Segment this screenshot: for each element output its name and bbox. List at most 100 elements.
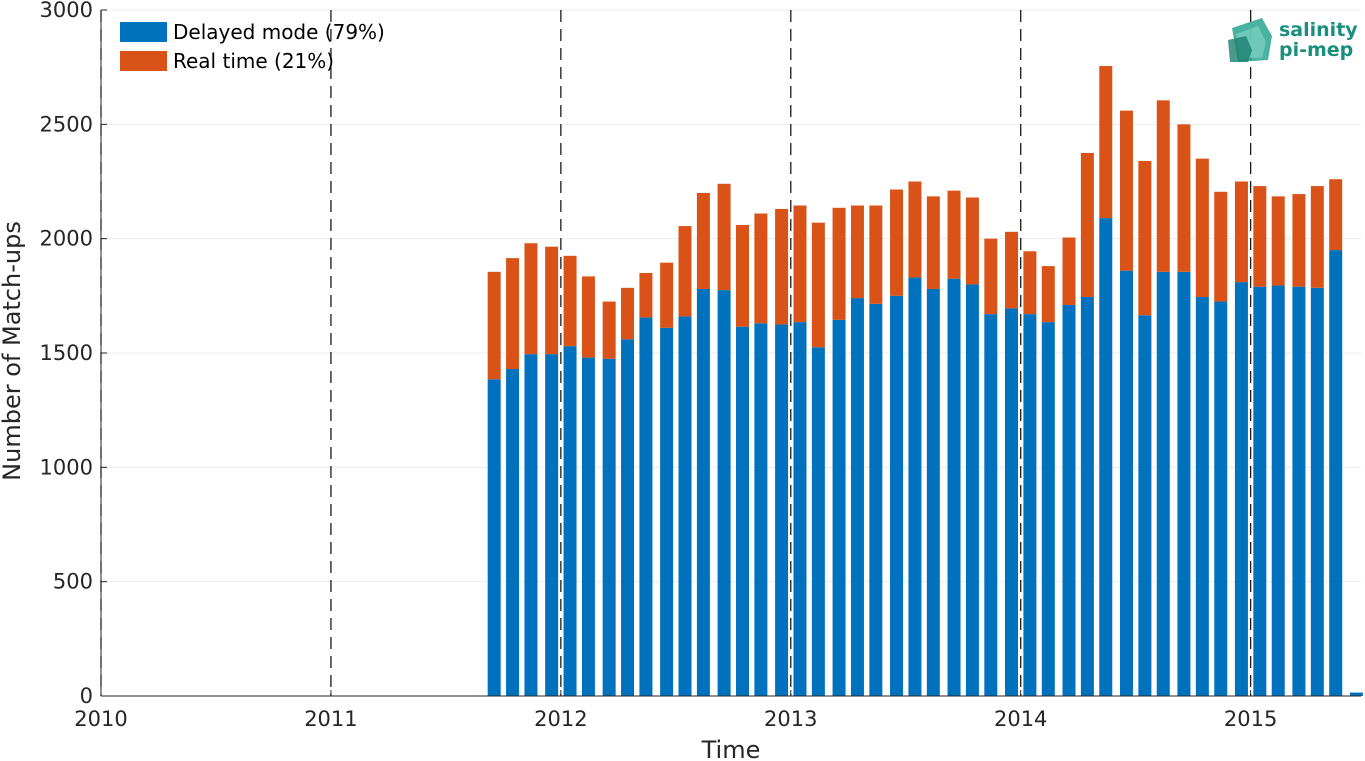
y-tick-label-1: 500 xyxy=(53,570,93,594)
bar-realtime-2013-05 xyxy=(869,205,883,304)
bar-delayed-2014-08 xyxy=(1156,271,1170,696)
bar-delayed-2012-08 xyxy=(696,288,710,696)
bar-realtime-2013-02 xyxy=(811,222,825,348)
bar-realtime-2014-12 xyxy=(1234,181,1248,283)
x-tick-label-2: 2012 xyxy=(534,707,587,731)
x-tick-label-3: 2013 xyxy=(764,707,817,731)
bar-delayed-2014-11 xyxy=(1214,301,1228,696)
axes xyxy=(100,9,1361,697)
bar-realtime-2012-08 xyxy=(696,192,710,289)
bar-realtime-2014-06 xyxy=(1119,110,1133,271)
x-tick-label-4: 2014 xyxy=(994,707,1047,731)
bar-delayed-2015-03 xyxy=(1292,286,1306,696)
bar-realtime-2014-04 xyxy=(1080,152,1094,297)
bar-delayed-2013-03 xyxy=(832,319,846,696)
bar-delayed-2011-11 xyxy=(524,354,538,696)
bar-realtime-2012-06 xyxy=(660,262,674,328)
bar-delayed-2014-03 xyxy=(1062,304,1076,696)
x-tick-label-0: 2010 xyxy=(74,707,127,731)
bar-delayed-2012-09 xyxy=(717,290,731,696)
bar-realtime-2014-09 xyxy=(1177,124,1191,272)
y-tick-labels: 0 500 1000 1500 2000 2500 3000 xyxy=(40,0,93,708)
y-tick-label-6: 3000 xyxy=(40,0,93,22)
bar-realtime-2013-03 xyxy=(832,207,846,320)
bar-realtime-2013-12 xyxy=(1005,231,1019,309)
legend-swatch-delayed-mode xyxy=(120,22,167,42)
bar-realtime-2013-10 xyxy=(965,197,979,285)
bar-delayed-2012-01 xyxy=(563,346,577,696)
bar-realtime-2012-09 xyxy=(717,183,731,291)
bar-realtime-2012-10 xyxy=(735,224,749,327)
y-tick-label-2: 1000 xyxy=(40,455,93,479)
x-axis-label: Time xyxy=(701,736,761,761)
bar-delayed-2012-11 xyxy=(754,323,768,696)
bar-delayed-2014-04 xyxy=(1080,296,1094,696)
bar-realtime-2014-02 xyxy=(1041,266,1055,323)
bar-delayed-2011-12 xyxy=(545,354,559,696)
bar-delayed-2011-10 xyxy=(506,369,520,696)
bar-delayed-2015-06 xyxy=(1349,692,1363,696)
bar-realtime-2013-07 xyxy=(908,181,922,278)
x-tick-label-5: 2015 xyxy=(1224,707,1277,731)
bar-delayed-2013-10 xyxy=(965,284,979,696)
bar-realtime-2014-01 xyxy=(1023,251,1037,315)
bar-realtime-2012-02 xyxy=(581,276,595,358)
bar-realtime-2012-01 xyxy=(563,255,577,347)
bar-realtime-2015-02 xyxy=(1271,196,1285,286)
bar-realtime-2012-11 xyxy=(754,213,768,324)
bar-realtime-2013-06 xyxy=(890,189,904,296)
bar-delayed-2013-04 xyxy=(850,298,864,696)
bar-realtime-2015-04 xyxy=(1310,186,1324,288)
x-tick-labels: 2010 2011 2012 2013 2014 2015 xyxy=(74,707,1277,731)
bar-delayed-2013-06 xyxy=(890,295,904,696)
bar-delayed-2013-05 xyxy=(869,303,883,696)
bar-realtime-2012-05 xyxy=(639,272,653,318)
bar-realtime-2012-12 xyxy=(775,208,789,325)
bar-realtime-2015-05 xyxy=(1329,179,1343,251)
bar-realtime-2012-03 xyxy=(602,301,616,359)
bar-delayed-2012-05 xyxy=(639,317,653,696)
bar-delayed-2013-02 xyxy=(811,347,825,696)
legend-label-real-time: Real time (21%) xyxy=(173,49,334,73)
y-tick-label-3: 1500 xyxy=(40,341,93,365)
bar-delayed-2014-06 xyxy=(1119,270,1133,696)
x-tick-label-1: 2011 xyxy=(304,707,357,731)
bar-delayed-2015-05 xyxy=(1329,250,1343,696)
bar-realtime-2015-01 xyxy=(1253,186,1267,287)
bar-delayed-2013-07 xyxy=(908,277,922,696)
bar-realtime-2013-08 xyxy=(926,196,940,289)
bar-realtime-2012-07 xyxy=(678,226,692,317)
y-tick-label-0: 0 xyxy=(80,684,93,708)
bars xyxy=(487,66,1363,696)
bar-realtime-2015-03 xyxy=(1292,194,1306,287)
bar-delayed-2014-09 xyxy=(1177,271,1191,696)
bar-delayed-2012-03 xyxy=(602,358,616,696)
bar-delayed-2012-12 xyxy=(775,324,789,696)
bar-delayed-2012-10 xyxy=(735,326,749,696)
bar-delayed-2015-01 xyxy=(1253,286,1267,696)
bar-realtime-2013-11 xyxy=(984,238,998,315)
bar-delayed-2013-11 xyxy=(984,314,998,696)
legend-label-delayed-mode: Delayed mode (79%) xyxy=(173,20,385,44)
bar-realtime-2014-05 xyxy=(1099,66,1113,219)
bar-realtime-2014-11 xyxy=(1214,191,1228,302)
bar-delayed-2014-02 xyxy=(1041,322,1055,696)
bar-realtime-2014-10 xyxy=(1195,158,1209,297)
bar-realtime-2011-11 xyxy=(524,243,538,355)
bar-delayed-2013-01 xyxy=(793,322,807,696)
bar-realtime-2014-08 xyxy=(1156,100,1170,272)
bar-realtime-2014-07 xyxy=(1138,160,1152,316)
bar-realtime-2011-09 xyxy=(487,271,501,380)
bar-delayed-2014-10 xyxy=(1195,296,1209,696)
bar-delayed-2013-12 xyxy=(1005,308,1019,696)
bar-realtime-2013-01 xyxy=(793,205,807,323)
bar-delayed-2013-08 xyxy=(926,288,940,696)
bar-delayed-2015-04 xyxy=(1310,287,1324,696)
bar-delayed-2011-09 xyxy=(487,379,501,696)
logo-text-line2: pi-mep xyxy=(1279,39,1353,61)
bar-delayed-2012-06 xyxy=(660,327,674,696)
salinity-pi-mep-logo: salinity pi-mep xyxy=(1228,18,1358,62)
bar-delayed-2012-07 xyxy=(678,316,692,696)
bar-realtime-2014-03 xyxy=(1062,237,1076,305)
